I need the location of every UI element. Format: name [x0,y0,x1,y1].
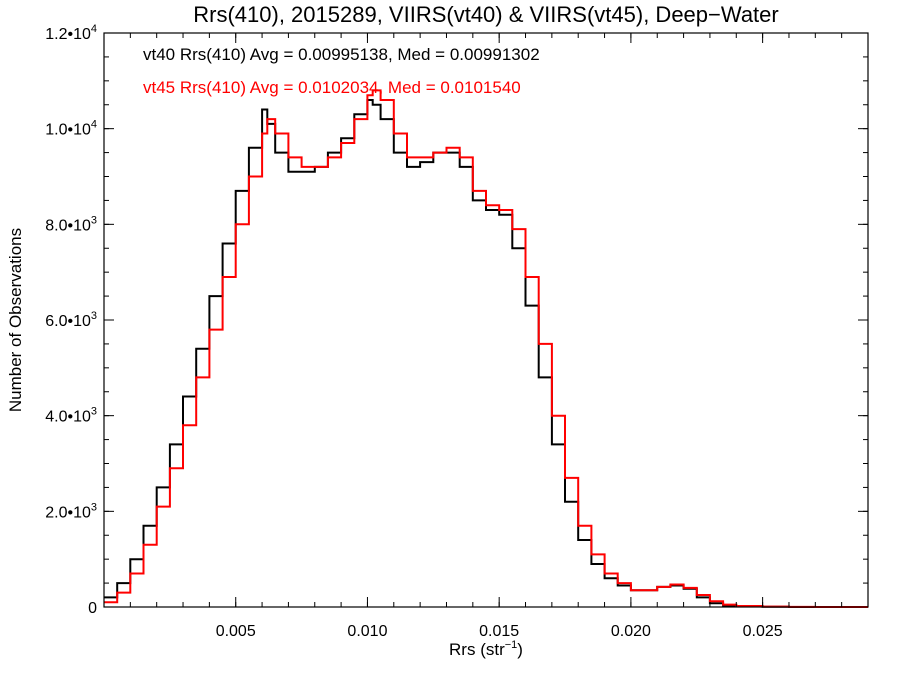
y-tick-label: 4.0•103 [45,406,97,426]
y-axis-ticks: 0 2.0•103 4.0•103 6.0•103 8.0•103 1.0•104 1.2•… [45,23,868,617]
x-tick-label: 0.020 [611,623,651,640]
x-axis-label-close: ) [517,640,523,659]
annotation-2: vt45 Rrs(410) Avg = 0.0102034, Med = 0.0… [143,78,521,97]
y-tick-label: 6.0•103 [45,310,97,330]
annotations: vt40 Rrs(410) Avg = 0.00995138, Med = 0.… [143,45,540,97]
x-tick-label: 0.015 [479,623,519,640]
annotation-1: vt40 Rrs(410) Avg = 0.00995138, Med = 0.… [143,45,540,64]
x-axis-label-main: Rrs (str [449,640,505,659]
y-tick-label: 1.0•104 [45,119,97,139]
x-tick-label: 0.010 [347,623,387,640]
series-1-line [104,99,868,608]
y-tick-label: 2.0•103 [45,501,97,521]
x-tick-label: 0.025 [743,623,783,640]
x-axis-label-exponent: −1 [505,639,518,651]
plot-frame [103,32,869,608]
y-tick-label: 8.0•103 [45,214,97,234]
x-axis-label: Rrs (str−1) [449,639,523,659]
chart-title: Rrs(410), 2015289, VIIRS(vt40) & VIIRS(v… [193,2,778,27]
x-tick-label: 0.005 [216,623,256,640]
y-tick-label: 1.2•104 [45,23,97,43]
y-tick-label: 0 [88,600,97,617]
series-2-line [104,89,868,608]
x-axis-ticks: 0.005 0.010 0.015 0.020 0.025 [129,33,843,640]
series-layer [104,89,868,608]
y-axis-label: Number of Observations [6,228,25,412]
